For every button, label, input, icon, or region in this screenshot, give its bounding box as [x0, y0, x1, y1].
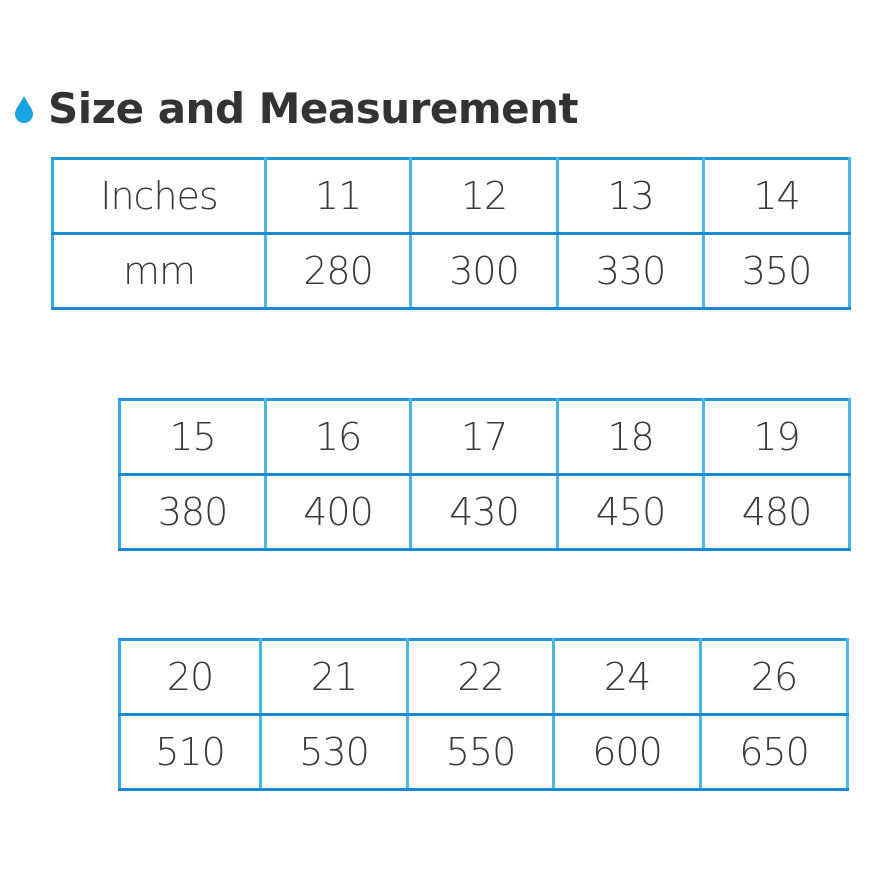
size-table-2: 15 16 17 18 19 380 400 430 450 480 — [118, 398, 851, 551]
table-cell: 550 — [406, 713, 555, 791]
table-cell: 280 — [264, 232, 412, 310]
table-cell: 11 — [264, 157, 412, 235]
table-cell: 430 — [409, 473, 559, 551]
size-table-1: Inches 11 12 13 14 mm 280 300 330 350 — [51, 157, 851, 310]
table-cell: 21 — [259, 638, 409, 716]
table-cell: 17 — [409, 398, 559, 476]
table-cell: 24 — [552, 638, 702, 716]
page-title: Size and Measurement — [48, 84, 579, 133]
table-cell: 480 — [702, 473, 851, 551]
table-cell: 12 — [409, 157, 559, 235]
table-cell: 510 — [118, 713, 262, 791]
section-heading: Size and Measurement — [14, 84, 579, 133]
table-row-inches: Inches 11 12 13 14 — [51, 157, 851, 235]
table-cell: 19 — [702, 398, 851, 476]
table-cell-header: Inches — [51, 157, 267, 235]
table-cell: 330 — [556, 232, 705, 310]
table-cell: 13 — [556, 157, 705, 235]
table-cell: 14 — [702, 157, 851, 235]
size-table-3: 20 21 22 24 26 510 530 550 600 650 — [118, 638, 849, 791]
table-cell: 600 — [552, 713, 702, 791]
table-cell: 380 — [118, 473, 267, 551]
table-cell: 15 — [118, 398, 267, 476]
table-cell: 650 — [699, 713, 849, 791]
table-cell: 16 — [264, 398, 412, 476]
table-cell: 18 — [556, 398, 705, 476]
table-row-mm: mm 280 300 330 350 — [51, 232, 851, 310]
table-cell: 20 — [118, 638, 262, 716]
table-cell: 26 — [699, 638, 849, 716]
table-cell: 300 — [409, 232, 559, 310]
table-cell: 450 — [556, 473, 705, 551]
table-cell: 400 — [264, 473, 412, 551]
table-cell-header: mm — [51, 232, 267, 310]
water-drop-icon — [15, 95, 33, 123]
table-cell: 350 — [702, 232, 851, 310]
table-row-inches: 20 21 22 24 26 — [118, 638, 849, 716]
table-row-mm: 510 530 550 600 650 — [118, 713, 849, 791]
table-cell: 530 — [259, 713, 409, 791]
table-row-mm: 380 400 430 450 480 — [118, 473, 851, 551]
table-row-inches: 15 16 17 18 19 — [118, 398, 851, 476]
table-cell: 22 — [406, 638, 555, 716]
